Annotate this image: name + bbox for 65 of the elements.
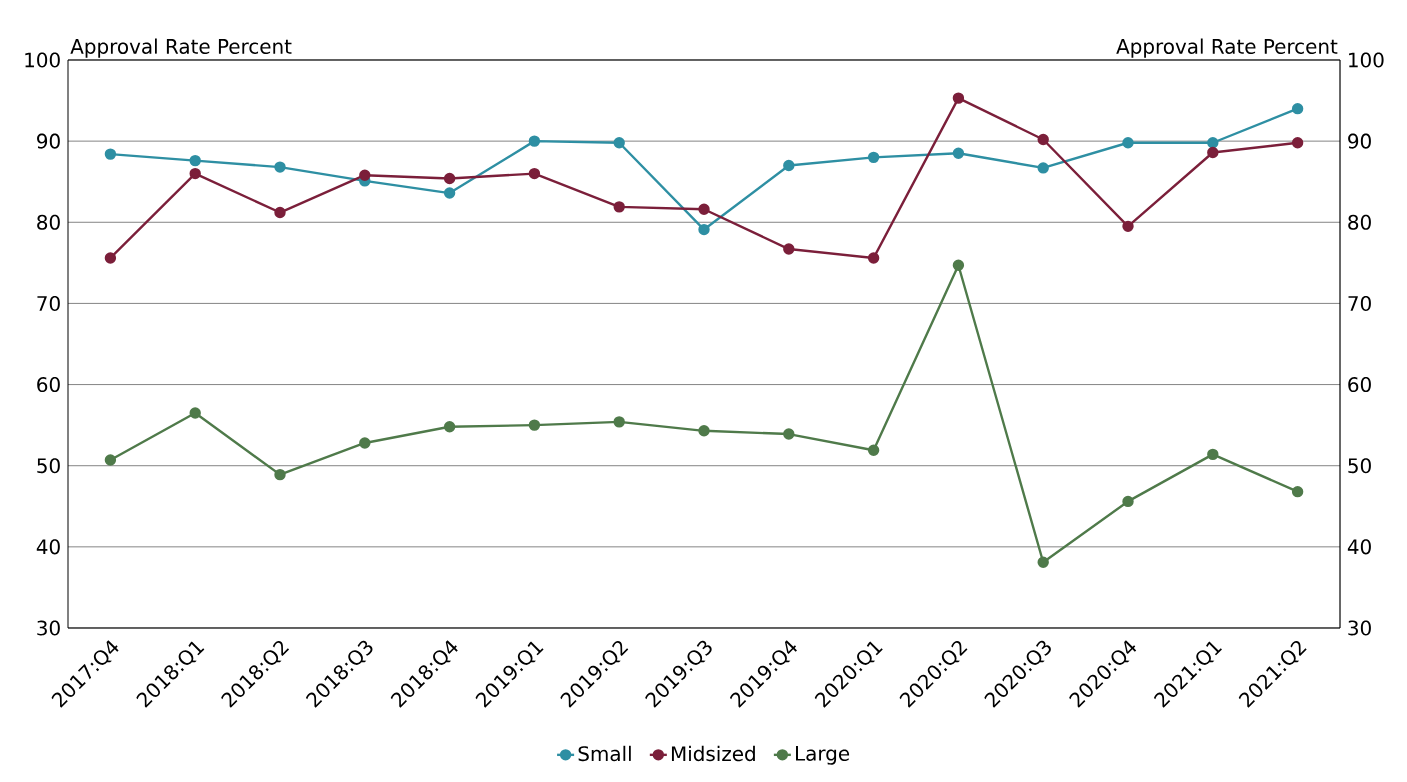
- point: [274, 206, 286, 219]
- y2-tick-label: 100: [1349, 52, 1384, 68]
- y2-tick-label: 80: [1348, 214, 1371, 230]
- point: [783, 243, 795, 255]
- point: [1291, 137, 1304, 149]
- point: [783, 159, 795, 172]
- point: [359, 437, 371, 449]
- point: [1122, 495, 1134, 508]
- y2-tick-label: 60: [1348, 377, 1371, 393]
- point: [952, 259, 965, 271]
- point: [104, 252, 117, 264]
- point: [443, 187, 456, 199]
- point: [1207, 448, 1219, 461]
- point: [528, 419, 541, 431]
- point: [952, 92, 965, 104]
- point: [1037, 162, 1049, 174]
- y2-tick-label: 90: [1348, 133, 1371, 149]
- point: [528, 167, 541, 180]
- point: [1037, 556, 1049, 568]
- point: [867, 151, 880, 164]
- legend-label: Midsized: [671, 745, 755, 762]
- legend-label: Large: [796, 746, 850, 765]
- y2-tick-label: 70: [1348, 295, 1371, 311]
- point: [443, 421, 456, 433]
- point: [613, 137, 625, 149]
- point: [867, 252, 880, 264]
- point: [698, 203, 710, 215]
- y2-tick-label: 40: [1347, 539, 1371, 555]
- point: [783, 428, 795, 440]
- y-tick-label: 30: [37, 620, 60, 636]
- point: [189, 407, 201, 419]
- point: [1291, 485, 1304, 498]
- point: [698, 223, 710, 236]
- point: [1291, 102, 1304, 115]
- y-tick-label: 60: [37, 377, 60, 393]
- point: [613, 201, 625, 213]
- y-tick-label: 90: [37, 133, 60, 149]
- point: [1207, 137, 1219, 149]
- point: [1207, 146, 1219, 159]
- y-tick-label: 70: [37, 295, 60, 311]
- point: [274, 161, 286, 173]
- y2-tick-label: 30: [1348, 620, 1371, 636]
- y2-tick-label: 50: [1348, 458, 1371, 474]
- point: [698, 425, 710, 437]
- point: [359, 169, 371, 181]
- point: [189, 154, 201, 167]
- point: [528, 135, 541, 147]
- point: [1037, 133, 1049, 146]
- point: [952, 147, 965, 159]
- point: [104, 148, 117, 160]
- y-tick-label: 50: [37, 458, 60, 474]
- point: [1122, 137, 1134, 149]
- point: [104, 454, 117, 466]
- y2-axis-title: Approval Rate Percent: [1116, 38, 1338, 58]
- y-axis-title: Approval Rate Percent: [70, 38, 292, 58]
- point: [274, 468, 286, 481]
- point: [1122, 220, 1134, 233]
- y-tick-label: 40: [36, 539, 60, 555]
- y-tick-label: 100: [25, 52, 60, 68]
- point: [189, 167, 201, 180]
- y-tick-label: 80: [37, 214, 60, 230]
- legend-label: Small: [578, 745, 631, 762]
- point: [867, 444, 880, 456]
- point: [613, 416, 625, 428]
- point: [443, 172, 456, 185]
